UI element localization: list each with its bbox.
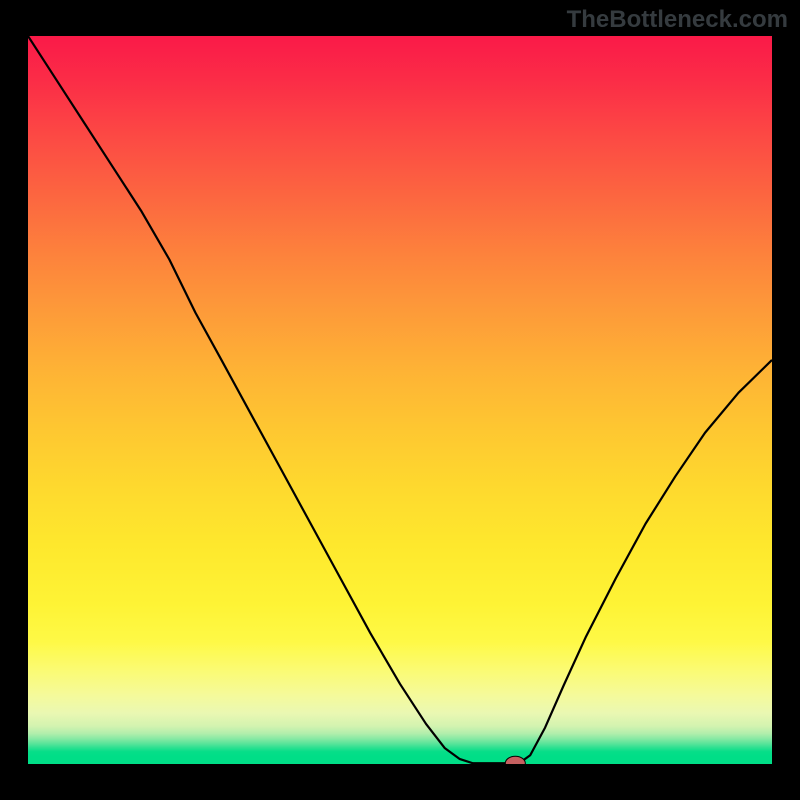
watermark: TheBottleneck.com bbox=[567, 6, 788, 34]
gradient-background bbox=[28, 36, 772, 764]
plot-area bbox=[28, 36, 772, 764]
bottleneck-chart bbox=[28, 36, 772, 764]
